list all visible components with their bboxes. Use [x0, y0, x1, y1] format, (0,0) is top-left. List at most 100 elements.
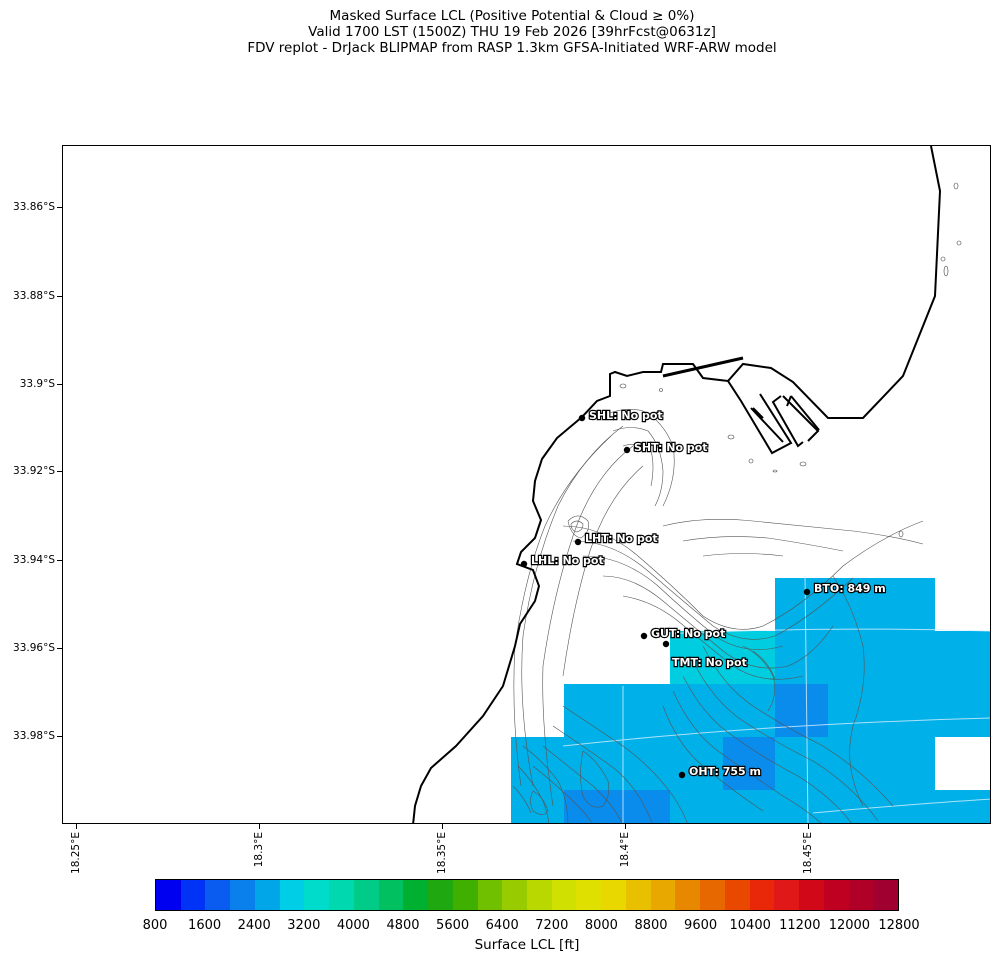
- harbour-pier: [790, 395, 820, 431]
- station-label-sht: SHT: No pot: [634, 441, 708, 454]
- lat-tick-label: 33.94°S: [13, 554, 55, 566]
- colorbar-segment: [724, 880, 750, 910]
- station-marker-lht: [574, 538, 582, 546]
- title-line-1: Masked Surface LCL (Positive Potential &…: [329, 8, 695, 24]
- colorbar-segment: [329, 880, 354, 910]
- colorbar-segment: [551, 880, 577, 910]
- grid-line: [562, 717, 990, 747]
- grid-line: [812, 798, 990, 814]
- lat-tick-label: 33.98°S: [13, 730, 55, 742]
- station-label-lhl: LHL: No pot: [531, 554, 604, 567]
- station-marker-gut: [640, 632, 648, 640]
- islets: [619, 182, 962, 538]
- colorbar-tick-label: 2400: [237, 918, 271, 933]
- colorbar-segment: [502, 880, 528, 910]
- colorbar-tick-label: 4000: [336, 918, 370, 933]
- lon-tick-label: 18.45°E: [802, 832, 814, 874]
- lat-tick-label: 33.96°S: [13, 642, 55, 654]
- colorbar-segment: [353, 880, 379, 910]
- lon-tick-mark: [442, 824, 443, 829]
- colorbar-tick-label: 1600: [188, 918, 222, 933]
- chart-title: Masked Surface LCL (Positive Potential &…: [0, 8, 1001, 56]
- stations: SHL: No pot SHT: No pot LHT: No pot LHL:…: [520, 408, 887, 779]
- colorbar-tick-label: 12000: [828, 918, 871, 933]
- lat-tick-mark: [57, 384, 62, 385]
- lat-tick-mark: [57, 648, 62, 649]
- colorbar-segment: [230, 880, 255, 910]
- station-marker-tmt: [662, 640, 670, 648]
- colorbar-tick-label: 9600: [684, 918, 718, 933]
- map-canvas: SHL: No pot SHT: No pot LHT: No pot LHL:…: [412, 146, 990, 823]
- station-label-oht: OHT: 755 m: [689, 765, 761, 778]
- colorbar-segment: [304, 880, 330, 910]
- harbour-pier: [750, 407, 784, 443]
- colorbar-segment: [477, 880, 503, 910]
- lon-tick-label: 18.25°E: [70, 832, 82, 874]
- station-marker-sht: [623, 446, 631, 454]
- station-label-bto: BTO: 849 m: [814, 582, 886, 595]
- lat-tick-label: 33.92°S: [13, 465, 55, 477]
- colorbar-segment: [625, 880, 651, 910]
- harbour-pier: [771, 395, 804, 448]
- colorbar-tick-label: 6400: [485, 918, 519, 933]
- harbour-pier: [752, 407, 764, 419]
- lon-tick-mark: [808, 824, 809, 829]
- lon-tick-mark: [259, 824, 260, 829]
- colorbar-tick-label: 5600: [436, 918, 470, 933]
- colorbar-tick-label: 10400: [729, 918, 771, 933]
- lcl-cell: [564, 790, 670, 823]
- colorbar-segment: [180, 880, 206, 910]
- station-marker-oht: [678, 771, 686, 779]
- colorbar-segment: [428, 880, 453, 910]
- harbour-pier: [786, 395, 792, 407]
- lon-tick-label: 18.4°E: [619, 832, 631, 868]
- lon-tick-label: 18.35°E: [436, 832, 448, 874]
- colorbar-segment: [452, 880, 478, 910]
- lcl-cell: [564, 684, 935, 737]
- lat-tick-label: 33.86°S: [13, 201, 55, 213]
- grid-line: [662, 628, 990, 635]
- map-panel[interactable]: SHL: No pot SHT: No pot LHT: No pot LHL:…: [62, 145, 991, 824]
- colorbar-segment: [156, 880, 181, 910]
- colorbar-tick-label: 4800: [386, 918, 420, 933]
- title-line-3: FDV replot - DrJack BLIPMAP from RASP 1.…: [247, 40, 777, 56]
- colorbar-segment: [601, 880, 626, 910]
- colorbar-tick-label: 8800: [634, 918, 668, 933]
- colorbar-segment: [205, 880, 231, 910]
- lcl-cell: [723, 737, 775, 790]
- colorbar-segment: [774, 880, 800, 910]
- harbour-pier: [782, 395, 820, 442]
- colorbar-tick-label: 11200: [779, 918, 821, 933]
- colorbar-tick-label: 12800: [878, 918, 920, 933]
- colorbar-segment: [279, 880, 305, 910]
- lat-tick-mark: [57, 471, 62, 472]
- lat-tick-label: 33.88°S: [13, 290, 55, 302]
- colorbar-tick-label: 800: [142, 918, 168, 933]
- station-marker-shl: [578, 414, 586, 422]
- colorbar-segment: [576, 880, 602, 910]
- colorbar-segment: [650, 880, 676, 910]
- station-marker-lhl: [520, 560, 528, 568]
- lat-tick-label: 33.9°S: [19, 378, 55, 390]
- lcl-cell: [935, 684, 990, 737]
- colorbar-segment: [749, 880, 775, 910]
- colorbar-segment: [403, 880, 429, 910]
- colorbar-tick-label: 3200: [287, 918, 321, 933]
- lat-tick-mark: [57, 736, 62, 737]
- lcl-cell: [775, 684, 828, 737]
- lon-tick-label: 18.3°E: [253, 832, 265, 868]
- colorbar-segment: [700, 880, 725, 910]
- colorbar: [155, 879, 899, 911]
- station-label-gut: GUT: No pot: [651, 627, 725, 640]
- station-marker-bto: [803, 588, 811, 596]
- breakwater: [662, 356, 744, 378]
- colorbar-segment: [527, 880, 552, 910]
- lon-tick-mark: [76, 824, 77, 829]
- colorbar-label: Surface LCL [ft]: [474, 937, 580, 953]
- harbour-pier: [727, 380, 793, 455]
- lon-tick-mark: [625, 824, 626, 829]
- colorbar-segment: [848, 880, 874, 910]
- colorbar-segment: [378, 880, 404, 910]
- colorbar-segment: [799, 880, 824, 910]
- lcl-cell: [775, 578, 935, 631]
